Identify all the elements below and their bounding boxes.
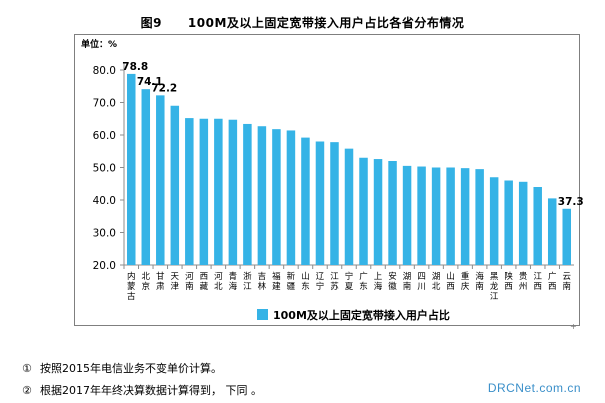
bar: [257, 126, 267, 265]
x-tick-label: 四川: [417, 272, 426, 292]
x-tick-label: 广东: [359, 271, 368, 292]
data-label: 37.3: [558, 196, 584, 208]
bar: [330, 142, 339, 265]
corner-mark: +: [570, 322, 577, 331]
bar: [460, 168, 470, 265]
bar: [185, 118, 194, 265]
x-tick-label: 广西: [548, 271, 557, 292]
bar: [228, 119, 238, 265]
bar: [272, 129, 281, 265]
x-tick-label: 青海: [229, 271, 238, 292]
watermark: DRCNet.com.cn: [487, 381, 581, 395]
bar: [359, 157, 368, 265]
x-tick-label: 内蒙古: [127, 271, 136, 302]
y-tick-label: 80.0: [93, 65, 116, 77]
figure-title-text: 100M及以上固定宽带接入用户占比各省分布情况: [187, 16, 465, 30]
x-tick-label: 甘肃: [156, 271, 165, 292]
footnote-1: ① 按照2015年电信业务不变单价计算。: [22, 362, 222, 375]
footnote-2: ② 根据2017年年终决算数据计算得到， 下同 。: [22, 384, 262, 397]
bar: [475, 169, 484, 265]
y-tick-label: 50.0: [93, 163, 116, 175]
y-tick-label: 20.0: [93, 260, 116, 272]
data-label: 78.8: [122, 61, 148, 73]
bar: [446, 167, 455, 265]
x-tick-label: 黑龙江: [490, 272, 499, 302]
bar: [344, 148, 354, 265]
y-tick-label: 60.0: [93, 130, 116, 142]
bar: [533, 187, 542, 265]
bar: [156, 95, 165, 265]
x-tick-label: 辽宁: [316, 272, 325, 292]
x-tick-label: 山西: [446, 271, 455, 292]
bar: [315, 141, 325, 265]
bar: [562, 208, 571, 265]
x-tick-label: 山东: [301, 271, 310, 292]
bar: [286, 130, 296, 265]
data-label: 74.1: [137, 76, 163, 88]
x-tick-label: 湖南: [403, 272, 412, 292]
y-tick-label: 40.0: [93, 195, 116, 207]
figure-number: 图9: [140, 16, 162, 30]
legend-label: 100M及以上固定宽带接入用户占比: [273, 308, 450, 322]
bar: [243, 123, 252, 265]
x-tick-label: 上海: [374, 272, 383, 292]
x-tick-label: 北京: [142, 272, 151, 292]
bar: [199, 118, 209, 265]
bar: [214, 118, 223, 265]
x-tick-label: 江苏: [330, 272, 339, 292]
x-tick-label: 河北: [214, 271, 223, 292]
bar: [388, 161, 397, 265]
footnotes: ① 按照2015年电信业务不变单价计算。 ② 根据2017年年终决算数据计算得到， …: [22, 358, 262, 402]
x-tick-label: 云南: [562, 272, 571, 292]
x-tick-label: 吉林: [258, 272, 267, 292]
bar: [141, 89, 151, 265]
bar: [373, 159, 383, 265]
bar: [489, 177, 499, 265]
y-tick-label: 70.0: [93, 98, 116, 110]
bar: [402, 165, 412, 265]
x-tick-label: 宁夏: [345, 271, 354, 292]
x-tick-label: 安徽: [388, 271, 397, 292]
x-tick-label: 天津: [171, 272, 180, 292]
bar: [417, 166, 426, 265]
x-tick-label: 浙江: [243, 271, 252, 292]
x-tick-label: 西藏: [200, 272, 209, 292]
figure-title: 图9 100M及以上固定宽带接入用户占比各省分布情况: [0, 14, 605, 31]
bar: [127, 73, 136, 266]
x-tick-label: 河南: [185, 271, 194, 292]
x-tick-label: 新疆: [287, 271, 296, 292]
bar: [170, 105, 180, 265]
bar: [518, 181, 528, 265]
x-tick-label: 江西: [533, 272, 542, 292]
x-tick-label: 海南: [475, 271, 484, 292]
unit-label: 单位：%: [81, 38, 117, 50]
data-label: 72.2: [151, 82, 177, 94]
x-tick-label: 重庆: [461, 271, 470, 292]
x-tick-label: 湖北: [432, 272, 441, 292]
y-tick-label: 30.0: [93, 228, 116, 240]
bar: [431, 167, 441, 265]
legend-swatch: [257, 309, 268, 320]
bar: [547, 198, 557, 265]
x-tick-label: 福建: [272, 271, 281, 292]
x-tick-label: 贵州: [519, 271, 528, 292]
x-tick-label: 陕西: [504, 271, 513, 292]
bar: [504, 180, 513, 265]
bar: [301, 137, 310, 265]
